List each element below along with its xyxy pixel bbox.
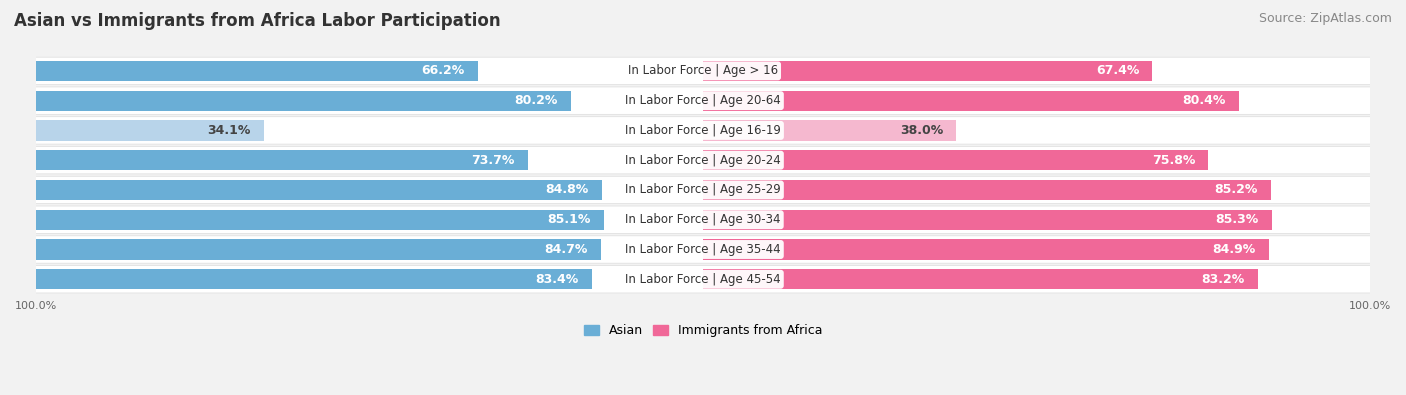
Text: In Labor Force | Age 35-44: In Labor Force | Age 35-44 — [626, 243, 780, 256]
Bar — [37, 239, 600, 260]
Text: 75.8%: 75.8% — [1152, 154, 1195, 167]
Text: 80.2%: 80.2% — [515, 94, 558, 107]
Text: 34.1%: 34.1% — [207, 124, 250, 137]
FancyBboxPatch shape — [32, 147, 1374, 174]
FancyBboxPatch shape — [32, 265, 1374, 293]
Text: In Labor Force | Age 20-64: In Labor Force | Age 20-64 — [626, 94, 780, 107]
Bar — [37, 120, 263, 141]
Bar — [703, 269, 1258, 290]
Text: In Labor Force | Age 30-34: In Labor Force | Age 30-34 — [626, 213, 780, 226]
FancyBboxPatch shape — [32, 236, 1374, 263]
Bar — [37, 180, 602, 200]
FancyBboxPatch shape — [32, 117, 1374, 144]
Bar — [703, 61, 1153, 81]
Legend: Asian, Immigrants from Africa: Asian, Immigrants from Africa — [579, 320, 827, 342]
Text: 83.2%: 83.2% — [1201, 273, 1244, 286]
Bar — [37, 210, 603, 230]
Bar — [37, 90, 571, 111]
FancyBboxPatch shape — [32, 87, 1374, 114]
Text: 67.4%: 67.4% — [1095, 64, 1139, 77]
Text: In Labor Force | Age 20-24: In Labor Force | Age 20-24 — [626, 154, 780, 167]
FancyBboxPatch shape — [32, 206, 1374, 233]
Bar — [37, 150, 527, 170]
Bar — [703, 210, 1272, 230]
Text: 85.2%: 85.2% — [1215, 183, 1258, 196]
Text: In Labor Force | Age 25-29: In Labor Force | Age 25-29 — [626, 183, 780, 196]
Text: 84.7%: 84.7% — [544, 243, 588, 256]
Text: Source: ZipAtlas.com: Source: ZipAtlas.com — [1258, 12, 1392, 25]
Bar — [703, 180, 1271, 200]
Text: In Labor Force | Age 16-19: In Labor Force | Age 16-19 — [626, 124, 780, 137]
Bar — [37, 61, 478, 81]
Bar — [37, 269, 592, 290]
Bar — [703, 239, 1270, 260]
FancyBboxPatch shape — [32, 176, 1374, 204]
Text: 83.4%: 83.4% — [536, 273, 579, 286]
FancyBboxPatch shape — [32, 57, 1374, 85]
Text: Asian vs Immigrants from Africa Labor Participation: Asian vs Immigrants from Africa Labor Pa… — [14, 12, 501, 30]
Text: 84.8%: 84.8% — [546, 183, 588, 196]
Text: 38.0%: 38.0% — [900, 124, 943, 137]
Text: 85.1%: 85.1% — [547, 213, 591, 226]
Text: In Labor Force | Age > 16: In Labor Force | Age > 16 — [628, 64, 778, 77]
Text: In Labor Force | Age 45-54: In Labor Force | Age 45-54 — [626, 273, 780, 286]
Text: 66.2%: 66.2% — [420, 64, 464, 77]
Text: 80.4%: 80.4% — [1182, 94, 1226, 107]
Bar — [703, 120, 956, 141]
Text: 73.7%: 73.7% — [471, 154, 515, 167]
Bar — [703, 90, 1239, 111]
Text: 85.3%: 85.3% — [1215, 213, 1258, 226]
Bar — [703, 150, 1209, 170]
Text: 84.9%: 84.9% — [1212, 243, 1256, 256]
